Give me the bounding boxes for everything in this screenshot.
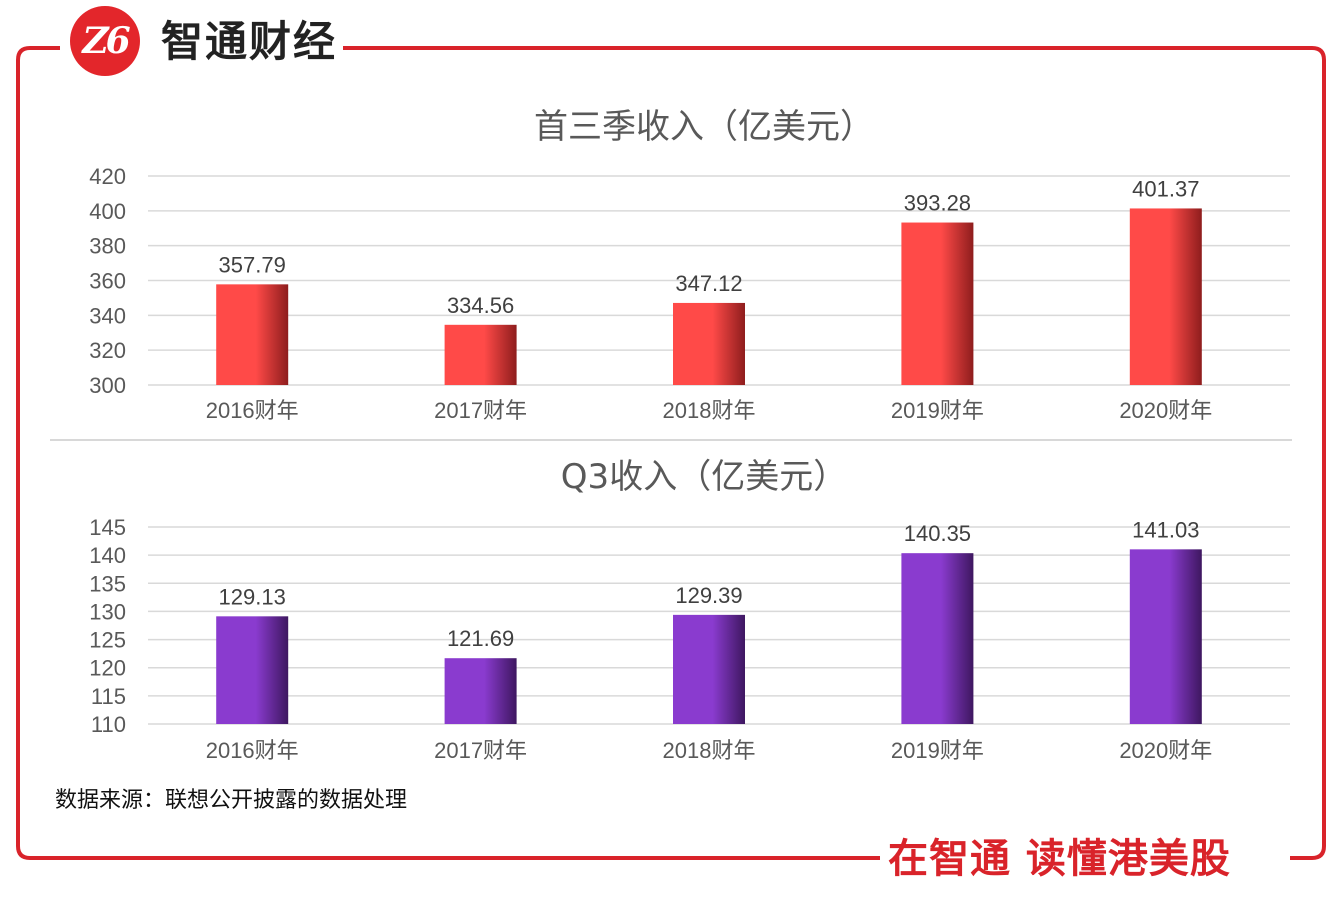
y-tick-label: 360 xyxy=(89,269,126,294)
y-tick-label: 300 xyxy=(89,373,126,398)
bar-2017财年 xyxy=(444,658,517,724)
x-tick-label: 2018财年 xyxy=(663,738,756,763)
chart-panel-q3: Q3收入（亿美元） 110 115 120 125 130 135 140 145 129.13 2… xyxy=(48,444,1294,770)
x-tick-label: 2020财年 xyxy=(1119,738,1212,763)
y-tick-label: 320 xyxy=(89,338,126,363)
y-tick-label: 420 xyxy=(89,164,126,189)
y-tick-label: 145 xyxy=(89,515,126,540)
y-tick-label: 340 xyxy=(89,303,126,328)
x-tick-label: 2019财年 xyxy=(891,738,984,763)
chart-first-three-quarters-revenue: 首三季收入（亿美元） 300 320 340 360 380 400 420 357.79 201… xyxy=(89,107,1290,423)
x-tick-label: 2017财年 xyxy=(434,398,527,423)
chart-title: Q3收入（亿美元） xyxy=(561,457,847,497)
data-label: 347.12 xyxy=(675,271,742,296)
y-tick-label: 135 xyxy=(89,571,126,596)
y-tick-label: 125 xyxy=(89,628,126,653)
data-label: 141.03 xyxy=(1132,517,1199,542)
y-tick-label: 380 xyxy=(89,234,126,259)
y-tick-label: 130 xyxy=(89,599,126,624)
y-tick-label: 110 xyxy=(91,712,126,737)
chart-panel-first-three-quarters: 首三季收入（亿美元） 300 320 340 360 380 400 420 357.79 201… xyxy=(48,100,1294,438)
chart-title: 首三季收入（亿美元） xyxy=(534,107,874,147)
data-label: 401.37 xyxy=(1132,176,1199,201)
data-label: 393.28 xyxy=(904,191,971,216)
x-tick-label: 2018财年 xyxy=(663,398,756,423)
brand-logo: Z6 xyxy=(70,6,140,76)
x-tick-label: 2016财年 xyxy=(206,398,299,423)
bar-2016财年 xyxy=(216,616,289,724)
bar-2020财年 xyxy=(1129,208,1202,385)
data-label: 140.35 xyxy=(904,521,971,546)
data-label: 121.69 xyxy=(447,626,514,651)
bar-2018财年 xyxy=(673,302,745,385)
bar-2018财年 xyxy=(673,614,745,724)
x-tick-label: 2020财年 xyxy=(1119,398,1212,423)
x-tick-label: 2019财年 xyxy=(891,398,984,423)
bar-2020财年 xyxy=(1129,549,1202,724)
data-source-note: 数据来源：联想公开披露的数据处理 xyxy=(55,788,408,813)
data-label: 357.79 xyxy=(219,252,286,277)
y-tick-label: 140 xyxy=(89,543,126,568)
chart-q3-revenue: Q3收入（亿美元） 110 115 120 125 130 135 140 145 129.13 2… xyxy=(89,457,1290,763)
y-tick-label: 400 xyxy=(89,199,126,224)
data-label: 334.56 xyxy=(447,293,514,318)
x-tick-label: 2017财年 xyxy=(434,738,527,763)
y-tick-label: 120 xyxy=(89,656,126,681)
brand-slogan: 在智通 读懂港美股 xyxy=(880,834,1239,884)
y-tick-label: 115 xyxy=(91,684,126,709)
data-label: 129.39 xyxy=(675,583,742,608)
data-label: 129.13 xyxy=(219,584,286,609)
x-tick-label: 2016财年 xyxy=(206,738,299,763)
bar-2019财年 xyxy=(901,222,974,385)
bar-2016财年 xyxy=(216,284,289,385)
brand-name: 智通财经 xyxy=(155,16,344,68)
bar-2019财年 xyxy=(901,553,974,724)
bar-2017财年 xyxy=(444,324,517,385)
